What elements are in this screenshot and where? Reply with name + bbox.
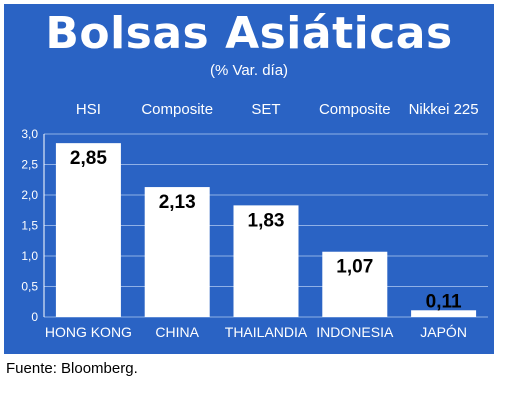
data-label: 1,83 bbox=[248, 210, 285, 231]
data-label: 1,07 bbox=[336, 257, 373, 278]
index-label: Composite bbox=[319, 101, 391, 118]
chart-title: Bolsas Asiáticas bbox=[45, 8, 453, 59]
x-tick-label: CHINA bbox=[155, 324, 199, 340]
bar-chart: 0 0,5 1,0 1,5 2,0 2,5 3,0 2,85 HSI HONG KONG 2,13 C… bbox=[21, 101, 488, 340]
y-tick-label: 1,5 bbox=[21, 219, 38, 233]
y-tick-label: 0,5 bbox=[21, 280, 38, 294]
index-label: Nikkei 225 bbox=[409, 101, 479, 118]
bar bbox=[411, 310, 477, 317]
index-label: SET bbox=[251, 101, 280, 118]
bar bbox=[233, 205, 299, 317]
index-label: HSI bbox=[76, 101, 101, 118]
x-tick-label: HONG KONG bbox=[45, 324, 132, 340]
x-tick-label: THAILANDIA bbox=[225, 324, 308, 340]
y-tick-label: 1,0 bbox=[21, 249, 38, 263]
x-tick-label: JAPÓN bbox=[420, 324, 467, 340]
y-tick-label: 2,5 bbox=[21, 158, 38, 172]
index-label: Composite bbox=[141, 101, 213, 118]
bar bbox=[55, 143, 121, 317]
y-tick-label: 2,0 bbox=[21, 188, 38, 202]
data-label: 2,13 bbox=[159, 192, 196, 213]
chart-frame: Bolsas Asiáticas (% Var. día) 0 0,5 1,0 1,5… bbox=[4, 4, 494, 354]
y-tick-label: 0 bbox=[31, 310, 38, 324]
chart-subtitle: (% Var. día) bbox=[209, 62, 289, 79]
source-note: Fuente: Bloomberg. bbox=[6, 360, 138, 377]
bar bbox=[144, 187, 210, 317]
bar bbox=[322, 251, 388, 317]
data-label: 0,11 bbox=[426, 291, 462, 312]
y-tick-label: 3,0 bbox=[21, 127, 38, 141]
x-tick-label: INDONESIA bbox=[316, 324, 394, 340]
data-label: 2,85 bbox=[70, 148, 107, 169]
